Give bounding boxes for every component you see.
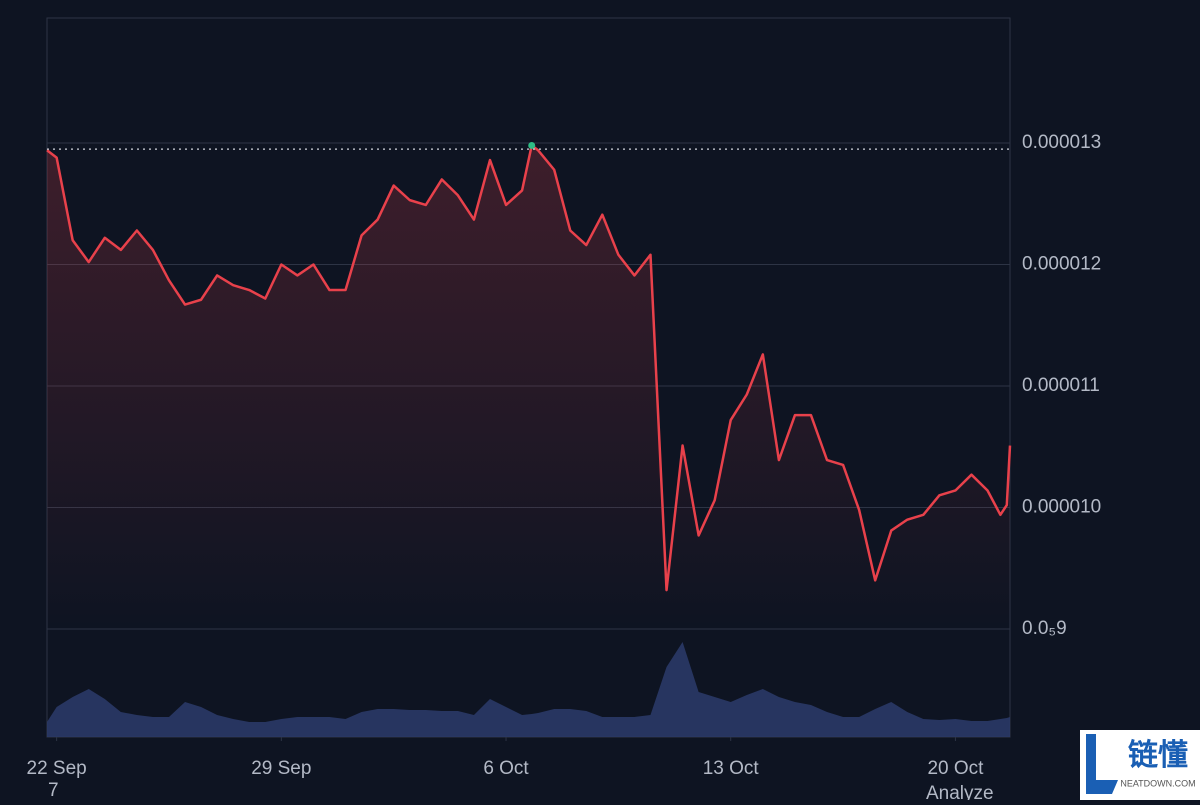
line-area: [47, 145, 1010, 629]
y-tick-label: 0.000011: [1022, 375, 1100, 396]
volume-area: [47, 642, 1010, 737]
footer-left: 7: [48, 780, 59, 800]
price-line: [46, 144, 1012, 592]
x-tick-label: 22 Sep: [27, 758, 87, 779]
y-tick-label: 0.000013: [1022, 132, 1101, 153]
logo-name: 链懂: [1128, 738, 1188, 772]
x-tick-label: 13 Oct: [703, 758, 760, 779]
logo-site: NEATDOWN.COM: [1120, 778, 1195, 788]
footer-right[interactable]: Analyze: [926, 783, 994, 804]
x-tick-label: 6 Oct: [483, 758, 529, 779]
x-tick-label: 20 Oct: [927, 758, 984, 779]
y-tick-label: 0.0₅9: [1022, 618, 1067, 639]
x-tick-label: 29 Sep: [251, 758, 311, 779]
logo-icon: [1086, 734, 1118, 794]
y-tick-label: 0.000012: [1022, 254, 1101, 275]
high-dot: [528, 141, 536, 149]
y-tick-label: 0.000010: [1022, 497, 1101, 518]
